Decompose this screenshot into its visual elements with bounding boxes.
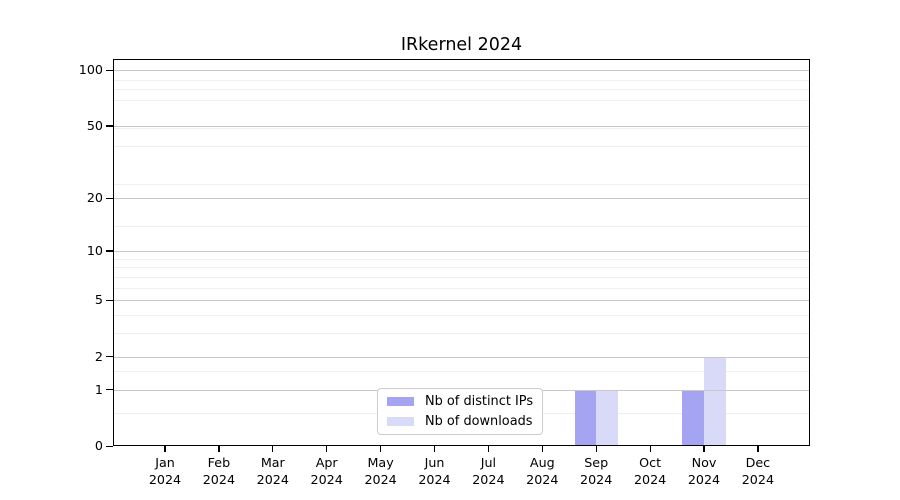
x-axis-tick [272,446,274,452]
bar-distinct-ips [574,389,597,446]
x-axis-tick [218,446,220,452]
y-tick-label: 2 [94,348,103,364]
x-axis-tick [326,446,328,452]
minor-gridline [113,371,810,373]
minor-gridline [113,100,810,102]
y-tick-label: 0 [94,438,103,453]
minor-gridline [113,287,810,289]
minor-gridline [113,89,810,91]
x-axis-tick [541,446,543,452]
y-axis-tick [106,69,113,72]
x-axis-tick [649,446,651,452]
major-gridline [113,70,810,72]
legend-item-label: Nb of downloads [425,414,533,429]
x-axis-tick [595,446,597,452]
y-tick-label: 50 [86,117,103,133]
chart-title: IRkernel 2024 [400,35,523,55]
x-axis-tick [164,446,166,452]
minor-gridline [113,145,810,147]
x-axis-tick [757,446,759,452]
minor-gridline [113,183,810,185]
y-axis-tick [106,356,113,358]
x-axis-tick [380,446,382,452]
y-tick-label: 1 [94,381,103,397]
x-tick-label: May 2024 [364,455,397,487]
major-gridline [113,198,810,200]
y-tick-label: 5 [94,292,103,308]
minor-gridline [113,258,810,260]
minor-gridline [113,276,810,278]
legend-item: Nb of distinct IPs [387,394,542,409]
minor-gridline [113,333,810,335]
x-tick-label: Oct 2024 [633,455,667,487]
y-tick-label: 100 [78,62,103,78]
bar-downloads [596,389,618,446]
legend-item: Nb of downloads [387,414,542,429]
minor-gridline [113,79,810,81]
x-tick-label: Mar 2024 [256,455,289,487]
y-tick-label: 20 [86,190,103,206]
x-axis-tick [487,446,490,452]
bar-distinct-ips [682,389,704,446]
x-tick-label: Sep 2024 [580,455,613,487]
y-axis-tick [106,250,113,252]
minor-gridline [113,127,810,129]
legend-swatch [387,397,414,406]
legend-swatch [387,417,414,426]
minor-gridline [113,225,810,227]
x-tick-label: Jul 2024 [472,455,505,487]
x-axis-tick [703,446,705,452]
minor-gridline [113,314,810,316]
x-tick-label: Dec 2024 [741,455,775,487]
x-tick-label: Feb 2024 [202,455,236,487]
y-axis-tick [106,445,113,447]
y-axis-tick [106,197,113,199]
minor-gridline [113,267,810,269]
bar-downloads [704,356,726,446]
plot-area: Nb of distinct IPs Nb of downloads 0 1 2 5 10… [79,59,810,487]
major-gridline [113,300,810,302]
x-tick-label: Aug 2024 [526,455,559,487]
x-tick-label: Jan 2024 [148,455,182,487]
y-axis-tick [106,299,113,301]
major-gridline [113,125,810,127]
y-axis-tick [106,389,113,391]
x-axis-tick [433,446,436,452]
y-axis-tick [106,125,113,127]
y-tick-label: 10 [86,242,103,258]
x-tick-label: Jun 2024 [418,455,451,487]
legend: Nb of distinct IPs Nb of downloads [377,388,543,435]
major-gridline [113,356,810,358]
major-gridline [113,250,810,252]
legend-item-label: Nb of distinct IPs [425,394,534,409]
x-tick-label: Nov 2024 [687,455,721,487]
x-tick-label: Apr 2024 [310,455,343,487]
